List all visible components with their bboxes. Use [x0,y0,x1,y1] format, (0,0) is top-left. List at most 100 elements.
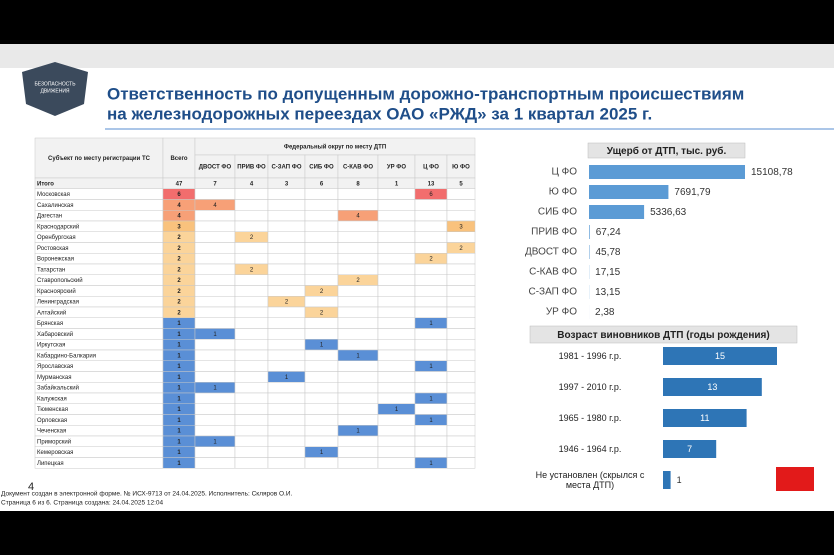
table-cell [414,403,448,415]
table-cell [267,435,306,447]
table-cell [234,339,269,351]
table-cell [414,328,448,340]
row-label: Чеченская [37,429,66,435]
value-label: 13,15 [595,287,620,298]
table-cell [414,210,448,222]
table-cell [377,382,416,394]
table-cell [194,339,236,351]
cell-value: 1 [429,396,433,402]
value-label: 13 [707,382,717,392]
table-cell [194,274,236,286]
table-cell [267,360,306,372]
category-label: УР ФО [546,307,577,318]
cell-value: 4 [356,214,360,220]
footer-line: Документ создан в электронной форме. № И… [1,490,293,498]
table-cell [377,425,416,437]
value-label: 1 [677,475,682,485]
table-cell [194,306,236,318]
cell-value: 1 [429,321,433,327]
table-cell [337,360,379,372]
table-cell [414,296,448,308]
table-cell [234,328,269,340]
bar [663,378,762,396]
category-label-box: 1981 - 1996 г.р. [558,350,622,361]
table-cell [446,210,476,222]
table-cell [234,457,269,469]
table-cell [234,210,269,222]
value-label: 5336,63 [650,207,687,218]
table-cell [267,414,306,426]
value-label: 15 [715,351,725,361]
table-cell [414,220,448,232]
table-cell [234,360,269,372]
category-label: С-КАВ ФО [529,267,577,278]
row-total: 1 [177,343,181,349]
cell-value: 1 [213,439,217,445]
table-cell [234,274,269,286]
table-cell [377,296,416,308]
top-bar [0,0,834,44]
table-cell [337,435,379,447]
table-cell [234,253,269,265]
table-cell [377,210,416,222]
table-cell [377,349,416,361]
row-total: 1 [177,364,181,370]
bar [589,165,745,179]
table-cell [267,457,306,469]
table-cell [414,274,448,286]
table-cell [446,296,476,308]
table-cell [304,349,339,361]
category-label-box: Не установлен (скрылся с места ДТП) [536,470,645,490]
row-label: Дагестан [37,214,62,220]
table-cell [446,317,476,329]
row-label: Оренбургская [37,235,76,241]
table-cell [234,392,269,404]
table-cell [304,210,339,222]
table-cell [446,446,476,458]
table-cell [304,296,339,308]
table-cell [377,220,416,232]
table-cell [267,306,306,318]
row-label: Ростовская [37,246,69,252]
row-total: 4 [177,203,181,209]
table-cell [34,177,164,189]
cell-value: 4 [250,181,254,187]
cell-value: 1 [320,450,324,456]
district-header: Ц ФО [423,165,439,171]
group-header: Федеральный округ по месту ДТП [284,144,386,151]
table-cell [304,253,339,265]
row-label: Липецкая [37,461,64,467]
cell-value: 6 [320,181,324,187]
table-cell [234,446,269,458]
row-total: 2 [177,267,181,273]
table-cell [446,360,476,372]
table-cell [234,371,269,383]
row-total: 2 [177,300,181,306]
category-label: 1981 - 1996 г.р. [558,350,622,361]
row-label: Краснодарский [37,223,79,230]
bar [663,440,717,458]
table-cell [337,317,379,329]
title-line: на железнодорожных переездах ОАО «РЖД» з… [107,104,652,123]
table-cell [194,392,236,404]
row-total: 4 [177,214,181,220]
row-label: Иркутская [37,343,65,349]
table-cell [446,274,476,286]
column-header: Всего [170,156,187,162]
row-total: 1 [177,418,181,424]
table-cell [446,392,476,404]
table-cell [194,403,236,415]
cell-value: 4 [213,203,217,209]
column-header: Субъект по месту регистрации ТС [48,155,151,162]
footer-line: Страница 6 из 6. Страница создана: 24.04… [1,500,164,507]
bar [663,347,777,365]
table-cell [194,349,236,361]
table-cell [337,253,379,265]
table-cell [337,263,379,275]
district-header: С-КАВ ФО [343,165,373,171]
cell-value: 1 [213,386,217,392]
cell-value: 1 [429,418,433,424]
bar [589,185,669,199]
table-cell [337,188,379,200]
table-cell [337,296,379,308]
